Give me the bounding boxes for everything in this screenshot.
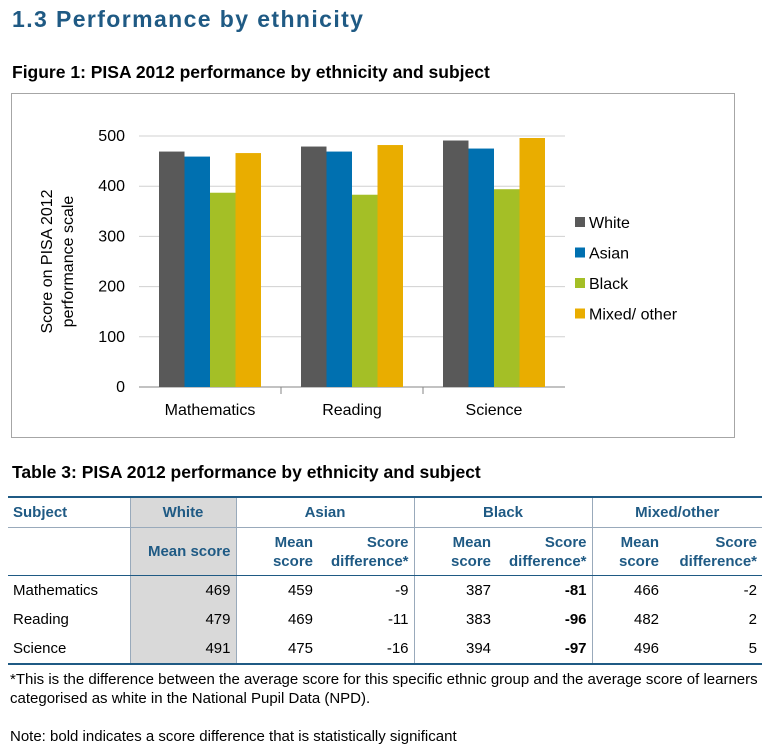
bar-asian-mathematics [184,156,210,387]
subheader-asian-diff: Score difference* [318,527,415,576]
cell-mixed: 466 [633,582,660,599]
table-header-row: Subject White Asian Black Mixed/other [8,496,763,528]
cell-white: 469 [130,575,237,605]
y-tick-label: 500 [98,128,125,145]
legend-swatch [575,308,585,319]
figure-title: Figure 1: PISA 2012 performance by ethni… [12,62,490,82]
legend-label: White [589,215,630,232]
subheader-mixed-diff: Score difference* [664,527,763,576]
row-subject: Reading [8,605,131,634]
legend-label: Mixed/ other [589,307,678,324]
row-subject: Science [8,634,131,665]
header-mixed: Mixed/other [592,496,763,528]
bar-asian-science [468,148,494,387]
cell-black-diff: -96 [496,605,593,634]
y-tick-label: 200 [98,279,125,296]
footnote: *This is the difference between the aver… [10,671,758,707]
bar-mixed-other-science [519,138,545,387]
bar-white-mathematics [159,151,185,387]
subheader-empty [8,527,131,576]
table-row: Science 491 475 -16 394 -97 496 5 [8,634,763,665]
cell-black-diff: -81 [496,575,593,605]
bar-asian-reading [326,151,352,387]
legend-swatch [575,278,585,288]
cell-mixed-diff: 2 [748,611,758,628]
cell-mixed: 482 [633,611,660,628]
subheader-white-mean: Mean score [130,527,237,576]
results-table: Subject White Asian Black Mixed/other Me… [8,496,763,665]
y-tick-label: 0 [116,379,125,396]
header-white: White [130,496,237,528]
cell-black-diff: -97 [496,634,593,665]
bar-chart: 0 100 200 300 400 500 Mathematics Reading Scienc… [39,128,678,419]
table-row: Mathematics 469 459 -9 387 -81 466 -2 [8,575,762,605]
y-axis-title: Score on PISA 2012 [39,189,56,333]
table-subheader-row: Mean score Mean score Score difference* Me… [8,527,763,576]
table-title: Table 3: PISA 2012 performance by ethnic… [12,462,481,482]
legend-label: Black [589,276,629,293]
header-black: Black [414,496,593,528]
cell-asian: 469 [287,611,313,628]
x-tick-label: Mathematics [165,402,256,419]
cell-black: 394 [414,634,497,665]
header-subject: Subject [8,496,131,528]
y-tick-label: 300 [98,228,125,245]
legend-swatch [575,247,585,258]
subheader-black-diff: Score difference* [496,527,593,576]
cell-asian: 475 [236,634,318,665]
bar-mixed-other-reading [377,145,403,387]
subheader-asian-mean: Mean score [236,527,318,576]
legend-swatch [575,217,585,227]
cell-mixed-diff: 5 [664,634,763,665]
cell-asian: 459 [287,582,313,599]
cell-mixed-diff: -2 [743,582,758,599]
bar-black-mathematics [210,192,236,387]
y-tick-label: 400 [98,178,125,195]
cell-asian-diff: -11 [318,605,415,634]
bar-black-science [494,189,520,387]
bar-mixed-other-mathematics [235,153,261,387]
bar-black-reading [352,194,378,387]
subheader-mixed-mean: Mean score [592,527,665,576]
cell-black: 383 [465,611,492,628]
bar-white-science [443,140,469,387]
row-subject: Mathematics [8,575,131,605]
legend-label: Asian [589,246,629,263]
header-asian: Asian [236,496,415,528]
bar-white-reading [301,146,327,387]
cell-white: 479 [130,605,237,634]
significance-note: Note: bold indicates a score difference … [10,728,457,745]
cell-asian-diff: -16 [318,634,415,665]
section-title: 1.3 Performance by ethnicity [12,6,365,32]
x-tick-label: Reading [322,402,382,419]
cell-asian-diff: -9 [318,575,415,605]
y-axis-title: performance scale [60,196,77,328]
table-row: Reading 479 469 -11 383 -96 482 2 [8,605,762,634]
chart-container: 0 100 200 300 400 500 Mathematics Reading Scienc… [11,93,735,438]
cell-white: 491 [130,634,237,665]
y-tick-label: 100 [98,329,125,346]
x-tick-label: Science [466,402,523,419]
cell-black: 387 [465,582,492,599]
subheader-black-mean: Mean score [414,527,497,576]
cell-mixed: 496 [592,634,665,665]
